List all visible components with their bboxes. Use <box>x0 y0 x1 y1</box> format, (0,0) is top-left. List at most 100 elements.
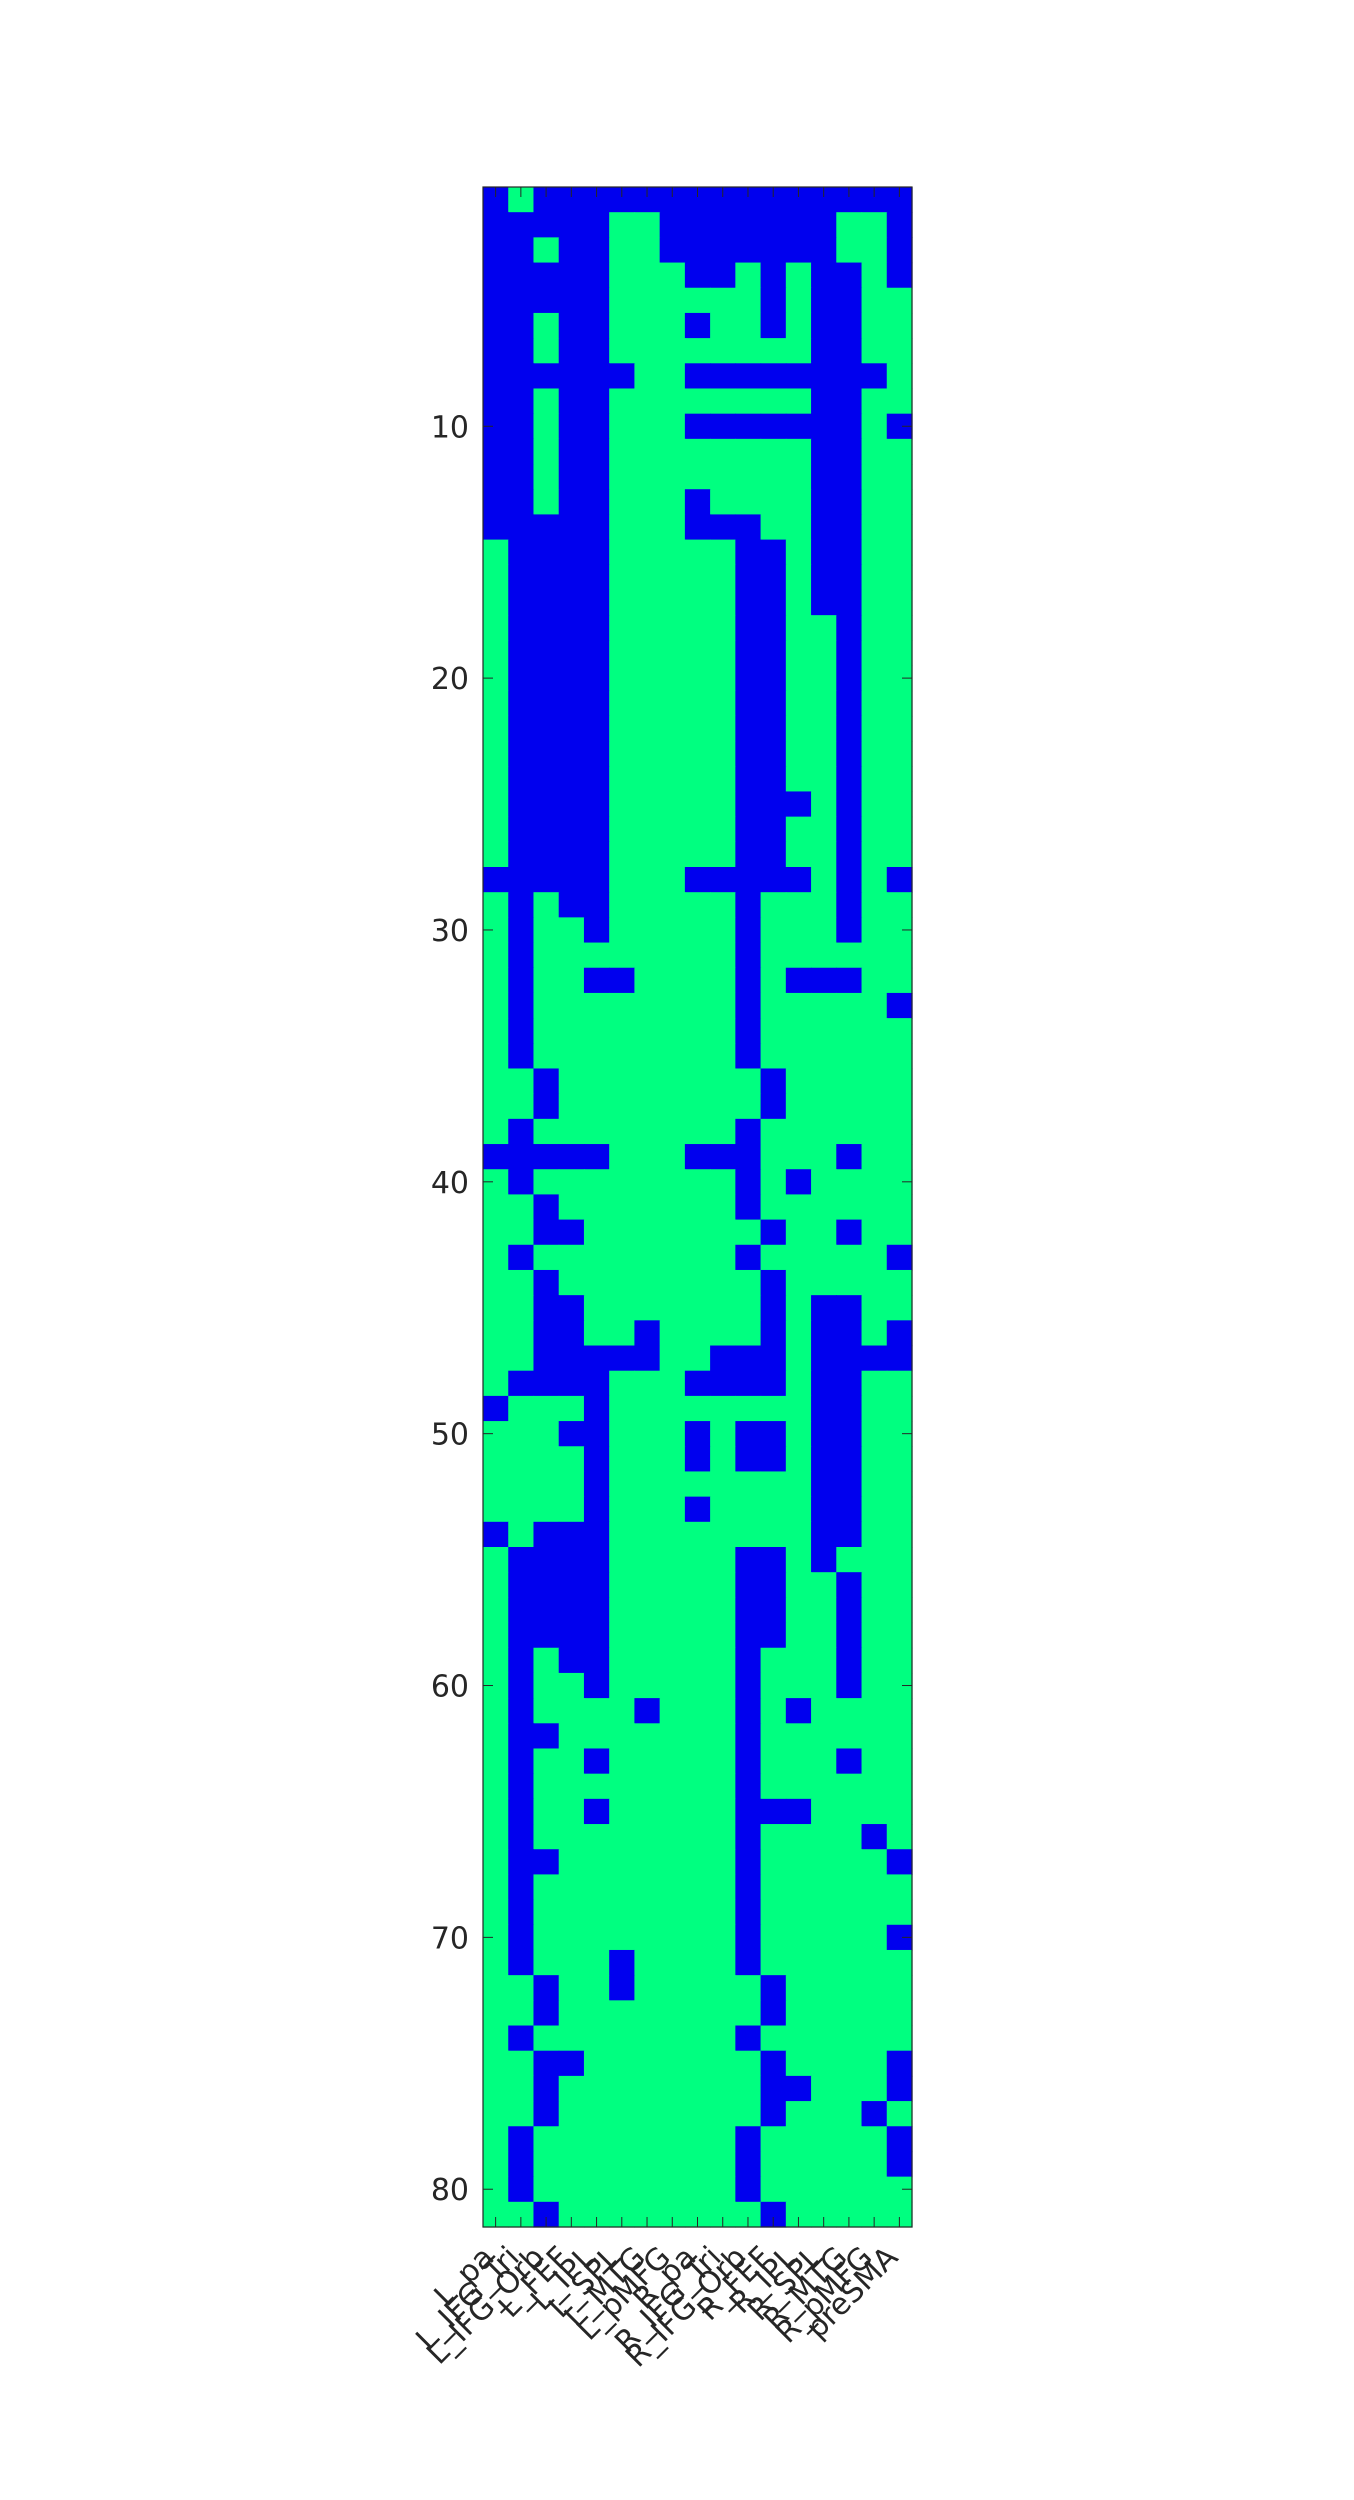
heatmap-cell <box>785 564 812 591</box>
heatmap-cell <box>533 992 560 1019</box>
heatmap-cell <box>508 1194 535 1221</box>
heatmap-cell <box>634 690 661 717</box>
heatmap-cell <box>760 1748 787 1775</box>
heatmap-cell <box>861 917 888 944</box>
heatmap-cell <box>710 438 736 465</box>
heatmap-cell <box>811 1320 837 1347</box>
heatmap-cell <box>886 388 913 415</box>
heatmap-cell <box>684 338 711 364</box>
heatmap-cell <box>760 1244 787 1271</box>
heatmap-cell <box>508 841 535 868</box>
heatmap-cell <box>558 589 585 616</box>
heatmap-cell <box>785 1748 812 1775</box>
heatmap-cell <box>483 212 509 238</box>
heatmap-cell <box>609 1144 636 1170</box>
heatmap-cell <box>508 1773 535 1800</box>
heatmap-cell <box>659 1748 686 1775</box>
heatmap-cell <box>785 1269 812 1296</box>
heatmap-cell <box>634 1194 661 1221</box>
heatmap-cell <box>785 464 812 490</box>
heatmap-cell <box>861 589 888 616</box>
heatmap-cell <box>634 967 661 994</box>
heatmap-cell <box>735 1647 762 1674</box>
heatmap-cell <box>684 464 711 490</box>
heatmap-cell <box>760 816 787 843</box>
heatmap-cell <box>886 942 913 969</box>
heatmap-cell <box>609 1395 636 1422</box>
heatmap-cell <box>583 1647 610 1674</box>
heatmap-cell <box>483 1597 509 1624</box>
heatmap-cell <box>735 1295 762 1321</box>
heatmap-cell <box>861 1899 888 1926</box>
heatmap-cell <box>609 665 636 692</box>
heatmap-cell <box>583 1471 610 1498</box>
heatmap-cell <box>785 1824 812 1850</box>
heatmap-cell <box>811 338 837 364</box>
heatmap-cell <box>483 1043 509 1070</box>
heatmap-cell <box>811 1899 837 1926</box>
heatmap-cell <box>836 1975 863 2001</box>
heatmap-cell <box>710 766 736 793</box>
heatmap-cell <box>583 690 610 717</box>
heatmap-cell <box>558 917 585 944</box>
heatmap-cell <box>533 2126 560 2153</box>
heatmap-cell <box>483 1496 509 1523</box>
heatmap-cell <box>558 715 585 742</box>
heatmap-cell <box>710 615 736 641</box>
heatmap-cell <box>760 564 787 591</box>
heatmap-cell <box>558 1219 585 1246</box>
heatmap-cell <box>508 1849 535 1876</box>
heatmap-cell <box>659 2050 686 2077</box>
heatmap-cell <box>609 1547 636 1573</box>
heatmap-cell <box>659 690 686 717</box>
heatmap-cell <box>533 917 560 944</box>
heatmap-cell <box>684 1698 711 1724</box>
heatmap-cell <box>811 2176 837 2203</box>
heatmap-cell <box>861 1043 888 1070</box>
heatmap-cell <box>508 715 535 742</box>
heatmap-cell <box>558 2075 585 2102</box>
heatmap-cell <box>609 1169 636 1196</box>
heatmap-cell <box>760 892 787 918</box>
heatmap-cell <box>886 1068 913 1095</box>
heatmap-cell <box>811 1118 837 1145</box>
heatmap-cell <box>811 564 837 591</box>
heatmap-cell <box>785 942 812 969</box>
heatmap-cell <box>634 388 661 415</box>
heatmap-cell <box>483 539 509 566</box>
heatmap-cell <box>785 2176 812 2203</box>
heatmap-cell <box>483 2025 509 2052</box>
heatmap-cell <box>508 1547 535 1573</box>
heatmap-cell <box>634 741 661 767</box>
heatmap-cell <box>533 489 560 516</box>
heatmap-cell <box>836 1169 863 1196</box>
heatmap-cell <box>684 1068 711 1095</box>
heatmap-cell <box>659 917 686 944</box>
heatmap-cell <box>886 1219 913 1246</box>
heatmap-cell <box>609 2000 636 2027</box>
heatmap-cell <box>659 438 686 465</box>
heatmap-cell <box>659 1043 686 1070</box>
heatmap-cell <box>533 262 560 289</box>
heatmap-cell <box>508 1572 535 1598</box>
heatmap-cell <box>836 1244 863 1271</box>
heatmap-cell <box>836 489 863 516</box>
heatmap-cell <box>811 237 837 264</box>
heatmap-cell <box>659 489 686 516</box>
heatmap-cell <box>811 1521 837 1548</box>
heatmap-cell <box>836 1622 863 1649</box>
heatmap-cells <box>483 187 913 2228</box>
heatmap-cell <box>508 539 535 566</box>
heatmap-cell <box>886 1320 913 1347</box>
heatmap-cell <box>760 1395 787 1422</box>
heatmap-cell <box>886 1043 913 1070</box>
heatmap-cell <box>811 1748 837 1775</box>
heatmap-cell <box>508 1622 535 1649</box>
heatmap-cell <box>533 1471 560 1498</box>
heatmap-cell <box>508 1446 535 1473</box>
heatmap-cell <box>811 2151 837 2178</box>
heatmap-cell <box>508 514 535 541</box>
heatmap-cell <box>811 388 837 415</box>
heatmap-cell <box>583 665 610 692</box>
heatmap-cell <box>533 1698 560 1724</box>
